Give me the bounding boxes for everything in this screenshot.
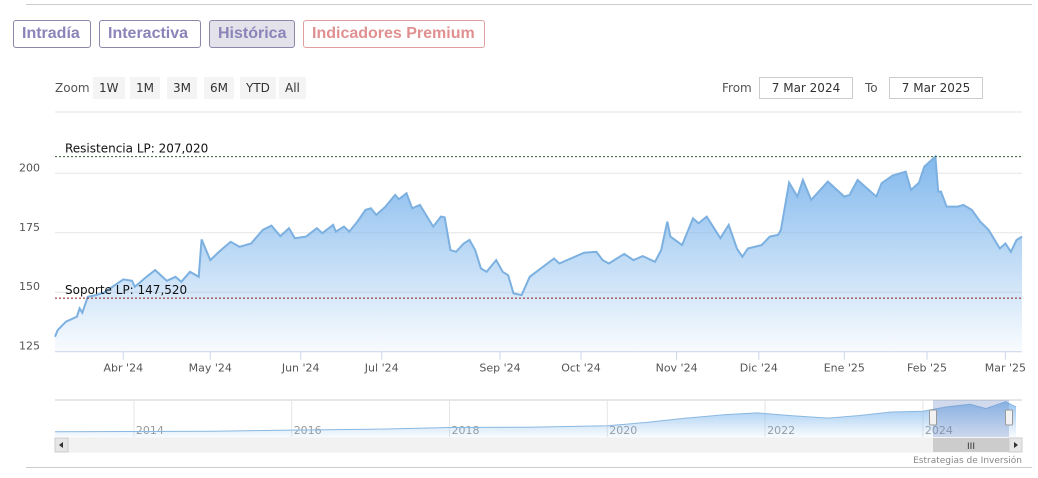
arrow-right-icon <box>1014 442 1018 448</box>
scrollbar-grip-icon: III <box>967 442 975 452</box>
resistance-label: Resistencia LP: 207,020 <box>65 142 208 156</box>
y-tick-label: 150 <box>19 280 40 293</box>
navigator-left-handle[interactable] <box>929 409 937 426</box>
x-tick-label: Sep '24 <box>479 362 520 375</box>
x-tick-label: Nov '24 <box>656 362 698 375</box>
zoom-label: Zoom <box>55 81 90 95</box>
x-tick-label: Feb '25 <box>907 362 947 375</box>
y-tick-label: 125 <box>19 340 40 353</box>
tab-intradia[interactable]: Intradía <box>13 20 91 48</box>
zoom-3m-button[interactable]: 3M <box>167 77 197 99</box>
from-label: From <box>722 81 752 95</box>
chart-credits[interactable]: Estrategias de Inversión <box>913 455 1022 466</box>
tab-historica[interactable]: Histórica <box>209 20 295 48</box>
zoom-6m-button[interactable]: 6M <box>204 77 234 99</box>
navigator-line <box>54 401 1017 433</box>
navigator-area <box>55 401 1017 437</box>
x-tick-label: Abr '24 <box>104 362 144 375</box>
x-tick-label: Jun '24 <box>281 362 320 375</box>
bottom-divider <box>26 467 1032 468</box>
support-label: Soporte LP: 147,520 <box>65 283 187 297</box>
y-tick-label: 200 <box>19 161 40 174</box>
top-divider <box>26 4 1032 5</box>
navigator-selection[interactable] <box>933 400 1009 437</box>
arrow-left-icon <box>59 442 63 448</box>
price-line <box>54 154 1023 338</box>
to-label: To <box>865 81 878 95</box>
scrollbar-track[interactable] <box>54 437 1023 453</box>
x-tick-label: May '24 <box>189 362 232 375</box>
x-tick-label: Dic '24 <box>740 362 778 375</box>
zoom-1m-button[interactable]: 1M <box>130 77 160 99</box>
x-tick-label: Ene '25 <box>824 362 865 375</box>
x-tick-label: Jul '24 <box>364 362 399 375</box>
x-tick-label: Oct '24 <box>561 362 601 375</box>
price-area <box>55 156 1022 352</box>
navigator-right-handle[interactable] <box>1005 409 1013 426</box>
to-date-input[interactable]: 7 Mar 2025 <box>889 77 983 99</box>
from-date-input[interactable]: 7 Mar 2024 <box>759 77 853 99</box>
scrollbar-thumb[interactable] <box>933 438 1009 452</box>
zoom-ytd-button[interactable]: YTD <box>240 77 276 99</box>
y-tick-label: 175 <box>19 221 40 234</box>
zoom-1w-button[interactable]: 1W <box>93 77 125 99</box>
zoom-all-button[interactable]: All <box>279 77 306 99</box>
tab-indicadores-premium[interactable]: Indicadores Premium <box>303 20 485 48</box>
tab-interactiva[interactable]: Interactiva <box>99 20 201 48</box>
x-tick-label: Mar '25 <box>985 362 1026 375</box>
